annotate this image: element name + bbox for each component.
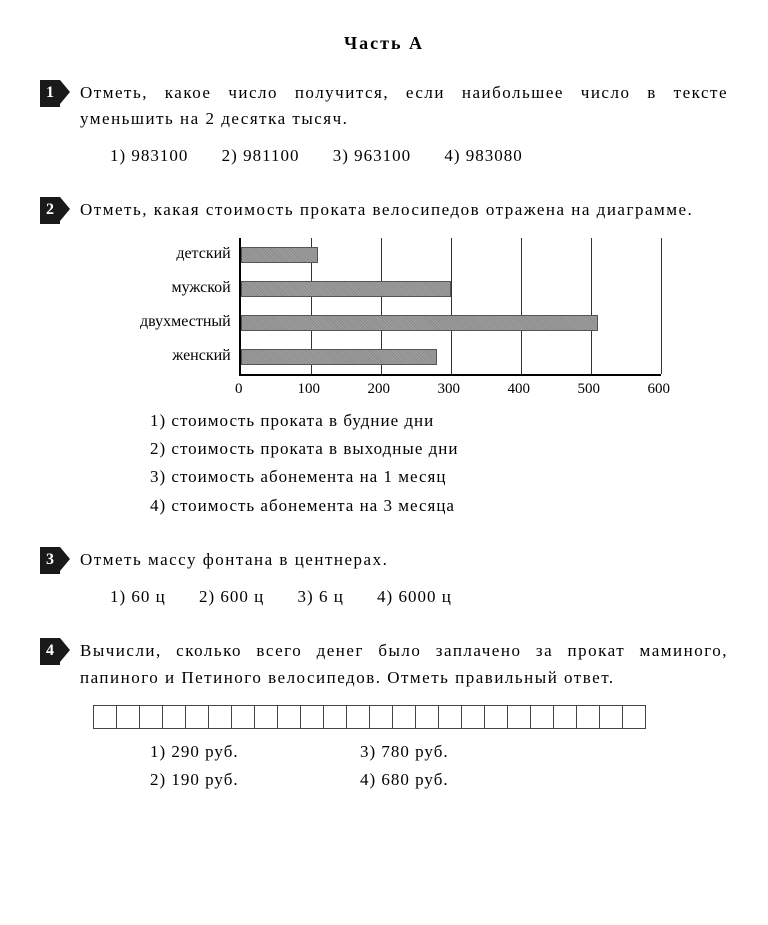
- chart-category-label: женский: [140, 340, 231, 374]
- problem-1-num: 1: [40, 80, 60, 107]
- chart-tick-label: 100: [298, 378, 321, 401]
- calc-cell[interactable]: [622, 705, 646, 729]
- calc-cell[interactable]: [116, 705, 140, 729]
- chart-tick-label: 600: [648, 378, 671, 401]
- option[interactable]: 2) 190 руб.: [150, 767, 360, 793]
- option[interactable]: 2) 600 ц: [199, 584, 264, 610]
- calc-cell[interactable]: [139, 705, 163, 729]
- calc-cell[interactable]: [323, 705, 347, 729]
- chart-tick-label: 400: [508, 378, 531, 401]
- problem-3-num: 3: [40, 547, 60, 574]
- problem-4: 4 Вычисли, сколько всего денег было запл…: [40, 638, 728, 795]
- problem-4-options: 1) 290 руб. 2) 190 руб. 3) 780 руб. 4) 6…: [40, 739, 728, 796]
- option[interactable]: 4) 6000 ц: [377, 584, 452, 610]
- chart-category-label: мужской: [140, 272, 231, 306]
- calc-cell[interactable]: [553, 705, 577, 729]
- calc-cell[interactable]: [162, 705, 186, 729]
- problem-1-options: 1) 983100 2) 981100 3) 963100 4) 983080: [40, 143, 728, 169]
- problem-4-prompt: Вычисли, сколько всего денег было заплач…: [80, 638, 728, 691]
- problem-1: 1 Отметь, какое число получится, если на…: [40, 80, 728, 169]
- option[interactable]: 4) 983080: [444, 143, 522, 169]
- calc-cell[interactable]: [392, 705, 416, 729]
- chart-tick-label: 200: [368, 378, 391, 401]
- problem-4-num: 4: [40, 638, 60, 665]
- calc-cell[interactable]: [346, 705, 370, 729]
- option[interactable]: 1) 60 ц: [110, 584, 166, 610]
- option[interactable]: 1) стоимость проката в будние дни: [150, 408, 728, 434]
- problem-1-prompt: Отметь, какое число получится, если наиб…: [80, 80, 728, 133]
- option[interactable]: 3) 780 руб.: [360, 739, 570, 765]
- chart-bar: [241, 281, 451, 297]
- calc-cell[interactable]: [300, 705, 324, 729]
- calc-cell[interactable]: [231, 705, 255, 729]
- calc-grid: [94, 705, 728, 729]
- option[interactable]: 3) 963100: [333, 143, 411, 169]
- calc-cell[interactable]: [484, 705, 508, 729]
- problem-3-prompt: Отметь массу фонтана в центнерах.: [80, 547, 728, 573]
- calc-cell[interactable]: [369, 705, 393, 729]
- option[interactable]: 1) 290 руб.: [150, 739, 360, 765]
- chart-tick-label: 500: [578, 378, 601, 401]
- chart-tick-label: 300: [438, 378, 461, 401]
- page-title: Часть А: [40, 30, 728, 58]
- chart-tick-label: 0: [235, 378, 243, 401]
- calc-cell[interactable]: [93, 705, 117, 729]
- calc-cell[interactable]: [185, 705, 209, 729]
- problem-2-chart: детскиймужскойдвухместныйженский 0100200…: [140, 238, 728, 396]
- option[interactable]: 4) стоимость абонемента на 3 месяца: [150, 493, 728, 519]
- calc-cell[interactable]: [415, 705, 439, 729]
- problem-2-options: 1) стоимость проката в будние дни 2) сто…: [40, 408, 728, 519]
- calc-cell[interactable]: [599, 705, 623, 729]
- chart-category-label: детский: [140, 238, 231, 272]
- chart-bar: [241, 349, 437, 365]
- calc-cell[interactable]: [507, 705, 531, 729]
- problem-2-num: 2: [40, 197, 60, 224]
- option[interactable]: 2) стоимость проката в выходные дни: [150, 436, 728, 462]
- option[interactable]: 4) 680 руб.: [360, 767, 570, 793]
- chart-category-label: двухместный: [140, 306, 231, 340]
- calc-cell[interactable]: [277, 705, 301, 729]
- option[interactable]: 3) 6 ц: [298, 584, 344, 610]
- calc-cell[interactable]: [438, 705, 462, 729]
- chart-bar: [241, 315, 598, 331]
- option[interactable]: 2) 981100: [222, 143, 300, 169]
- calc-cell[interactable]: [530, 705, 554, 729]
- option[interactable]: 1) 983100: [110, 143, 188, 169]
- chart-bar: [241, 247, 318, 263]
- calc-cell[interactable]: [254, 705, 278, 729]
- problem-2-prompt: Отметь, какая стоимость проката велосипе…: [80, 197, 728, 223]
- problem-2: 2 Отметь, какая стоимость проката велоси…: [40, 197, 728, 519]
- option[interactable]: 3) стоимость абонемента на 1 месяц: [150, 464, 728, 490]
- problem-3-options: 1) 60 ц 2) 600 ц 3) 6 ц 4) 6000 ц: [40, 584, 728, 610]
- calc-cell[interactable]: [576, 705, 600, 729]
- calc-cell[interactable]: [461, 705, 485, 729]
- problem-3: 3 Отметь массу фонтана в центнерах. 1) 6…: [40, 547, 728, 610]
- calc-cell[interactable]: [208, 705, 232, 729]
